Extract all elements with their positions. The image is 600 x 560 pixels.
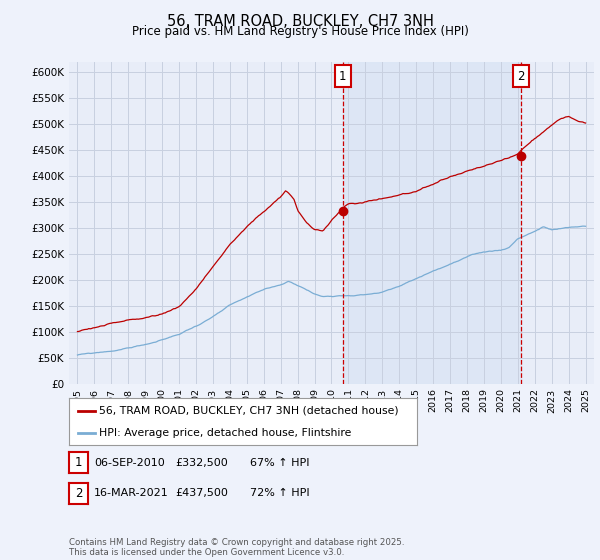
Text: Contains HM Land Registry data © Crown copyright and database right 2025.
This d: Contains HM Land Registry data © Crown c… xyxy=(69,538,404,557)
Text: £437,500: £437,500 xyxy=(175,488,228,498)
Text: 2: 2 xyxy=(75,487,82,500)
Text: £332,500: £332,500 xyxy=(175,458,228,468)
Text: 72% ↑ HPI: 72% ↑ HPI xyxy=(250,488,310,498)
Bar xyxy=(343,62,521,384)
Text: 56, TRAM ROAD, BUCKLEY, CH7 3NH: 56, TRAM ROAD, BUCKLEY, CH7 3NH xyxy=(167,14,433,29)
Text: 67% ↑ HPI: 67% ↑ HPI xyxy=(250,458,310,468)
Text: HPI: Average price, detached house, Flintshire: HPI: Average price, detached house, Flin… xyxy=(98,428,351,438)
Text: Price paid vs. HM Land Registry's House Price Index (HPI): Price paid vs. HM Land Registry's House … xyxy=(131,25,469,38)
Text: 1: 1 xyxy=(75,456,82,469)
Text: 16-MAR-2021: 16-MAR-2021 xyxy=(94,488,169,498)
Text: 56, TRAM ROAD, BUCKLEY, CH7 3NH (detached house): 56, TRAM ROAD, BUCKLEY, CH7 3NH (detache… xyxy=(98,406,398,416)
Text: 2: 2 xyxy=(518,69,525,82)
Text: 06-SEP-2010: 06-SEP-2010 xyxy=(94,458,165,468)
Text: 1: 1 xyxy=(339,69,347,82)
